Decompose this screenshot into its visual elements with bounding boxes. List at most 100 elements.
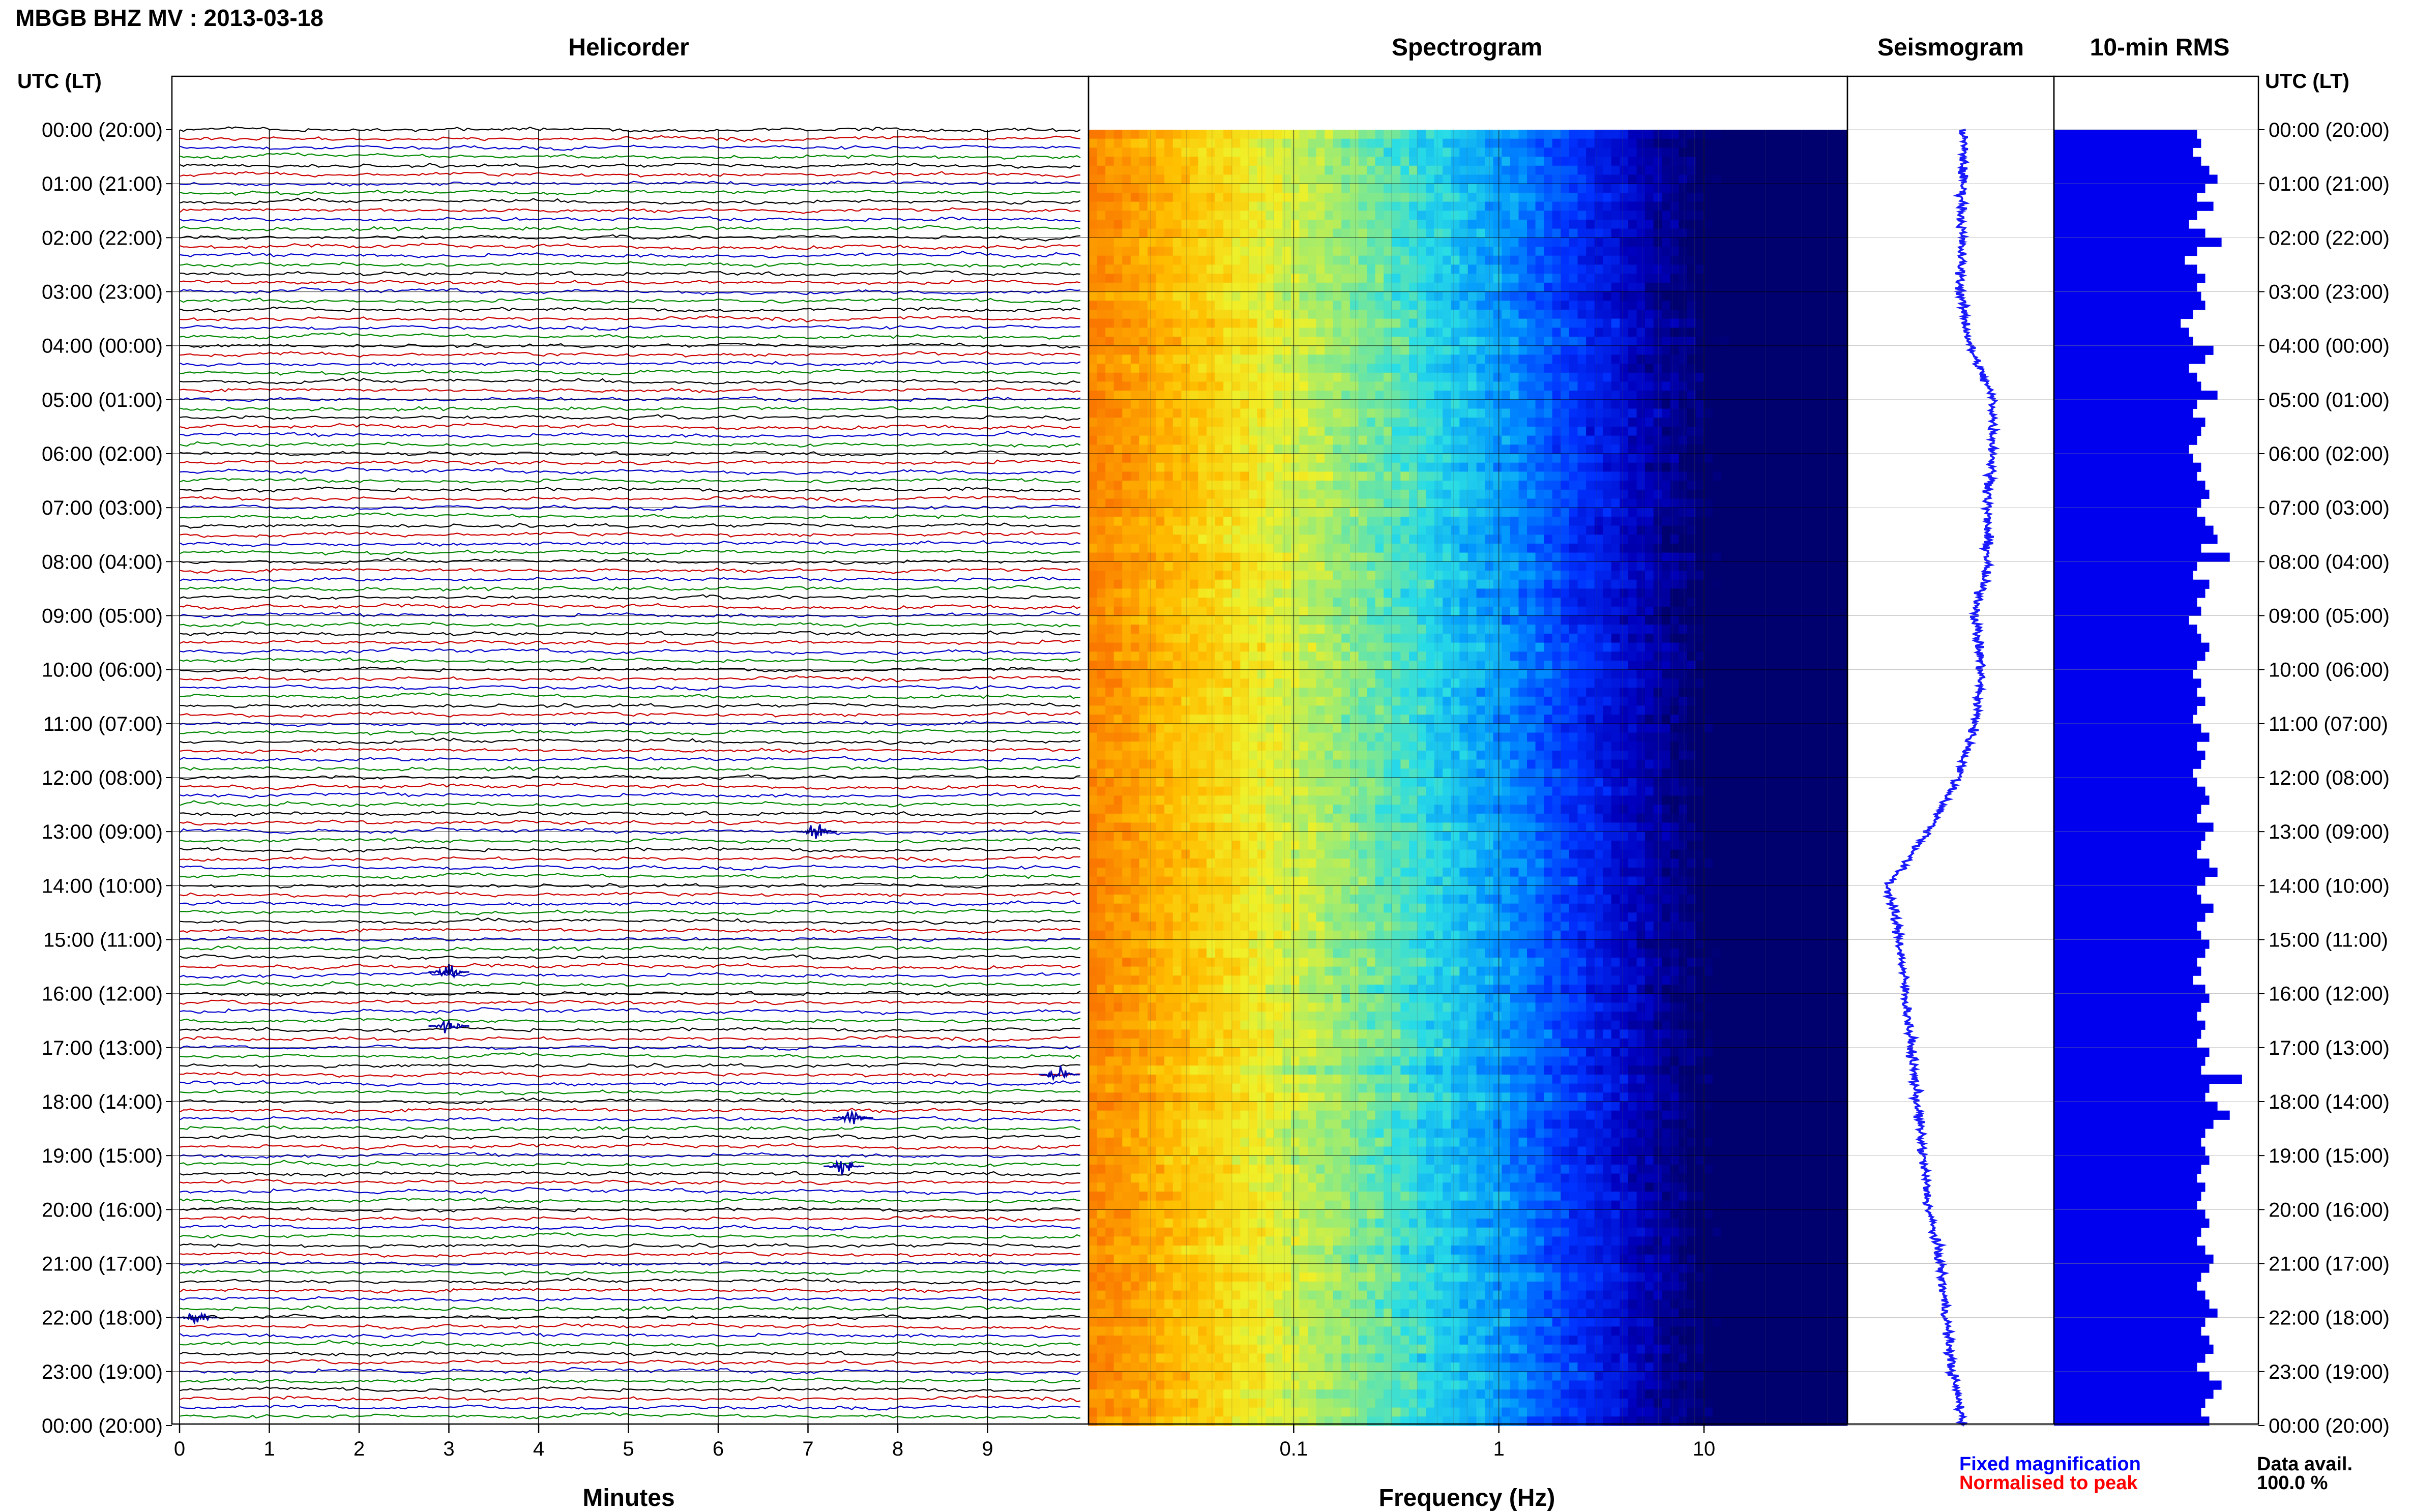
spectrogram-cell [1113, 561, 1123, 571]
spectrogram-cell [1552, 444, 1561, 454]
spectrogram-cell [1603, 426, 1612, 436]
spectrogram-cell [1594, 606, 1603, 616]
spectrogram-cell [1611, 364, 1620, 373]
spectrogram-cell [1729, 418, 1739, 427]
spectrogram-cell [1544, 435, 1553, 445]
spectrogram-cell [1198, 184, 1207, 193]
spectrogram-cell [1333, 157, 1342, 166]
spectrogram-cell [1299, 301, 1308, 310]
spectrogram-cell [1308, 372, 1317, 382]
spectrogram-cell [1139, 418, 1148, 427]
spectrogram-cell [1552, 147, 1561, 157]
spectrogram-cell [1316, 211, 1325, 220]
spectrogram-cell [1485, 328, 1494, 337]
spectrogram-cell [1409, 157, 1418, 166]
spectrogram-cell [1620, 399, 1629, 409]
spectrogram-cell [1561, 508, 1570, 517]
spectrogram-cell [1207, 471, 1216, 481]
spectrogram-cell [1493, 301, 1502, 310]
spectrogram-cell [1384, 498, 1393, 508]
spectrogram-cell [1375, 444, 1384, 454]
spectrogram-cell [1636, 238, 1645, 247]
spectrogram-cell [1670, 391, 1680, 400]
spectrogram-cell [1468, 391, 1477, 400]
spectrogram-cell [1426, 291, 1435, 301]
spectrogram-cell [1249, 184, 1258, 193]
spectrogram-cell [1763, 454, 1772, 463]
spectrogram-cell [1089, 552, 1098, 562]
spectrogram-cell [1771, 165, 1780, 175]
spectrogram-cell [1392, 462, 1401, 472]
spectrogram-cell [1215, 372, 1224, 382]
spectrogram-cell [1299, 481, 1308, 490]
spectrogram-cell [1274, 138, 1283, 148]
spectrogram-cell [1510, 535, 1519, 544]
spectrogram-cell [1139, 174, 1148, 184]
spectrogram-cell [1611, 381, 1620, 391]
spectrogram-cell [1577, 535, 1586, 544]
spectrogram-cell [1687, 481, 1696, 490]
spectrogram-cell [1148, 255, 1157, 265]
spectrogram-cell [1535, 345, 1544, 355]
spectrogram-cell [1839, 435, 1848, 445]
spectrogram-cell [1384, 354, 1393, 364]
spectrogram-cell [1746, 418, 1755, 427]
spectrogram-cell [1375, 615, 1384, 625]
spectrogram-cell [1375, 381, 1384, 391]
spectrogram-cell [1249, 157, 1258, 166]
spectrogram-cell [1797, 247, 1806, 256]
spectrogram-cell [1266, 138, 1275, 148]
spectrogram-cell [1729, 481, 1739, 490]
spectrogram-cell [1679, 247, 1688, 256]
spectrogram-cell [1502, 615, 1511, 625]
spectrogram-cell [1813, 418, 1822, 427]
spectrogram-cell [1561, 588, 1570, 598]
spectrogram-cell [1367, 571, 1376, 580]
spectrogram-cell [1594, 471, 1603, 481]
spectrogram-cell [1746, 309, 1755, 319]
spectrogram-cell [1308, 444, 1317, 454]
spectrogram-cell [1198, 418, 1207, 427]
spectrogram-cell [1266, 372, 1275, 382]
spectrogram-cell [1367, 264, 1376, 274]
spectrogram-cell [1207, 606, 1216, 616]
spectrogram-cell [1434, 247, 1443, 256]
spectrogram-cell [1535, 426, 1544, 436]
spectrogram-cell [1535, 228, 1544, 238]
spectrogram-cell [1156, 147, 1165, 157]
spectrogram-cell [1333, 625, 1342, 634]
spectrogram-cell [1156, 535, 1165, 544]
spectrogram-cell [1358, 165, 1367, 175]
spectrogram-cell [1443, 535, 1452, 544]
spectrogram-cell [1754, 354, 1763, 364]
spectrogram-cell [1443, 426, 1452, 436]
spectrogram-cell [1561, 147, 1570, 157]
spectrogram-cell [1459, 525, 1468, 535]
spectrogram-cell [1628, 345, 1637, 355]
spectrogram-cell [1780, 571, 1789, 580]
spectrogram-cell [1754, 138, 1763, 148]
spectrogram-cell [1527, 147, 1536, 157]
spectrogram-cell [1527, 264, 1536, 274]
spectrogram-cell [1510, 571, 1519, 580]
spectrogram-cell [1164, 228, 1173, 238]
spectrogram-cell [1164, 328, 1173, 337]
spectrogram-cell [1375, 535, 1384, 544]
spectrogram-cell [1788, 525, 1798, 535]
spectrogram-cell [1780, 192, 1789, 202]
spectrogram-cell [1746, 282, 1755, 292]
spectrogram-cell [1594, 561, 1603, 571]
spectrogram-cell [1611, 184, 1620, 193]
spectrogram-cell [1139, 454, 1148, 463]
spectrogram-cell [1223, 598, 1232, 607]
spectrogram-cell [1299, 157, 1308, 166]
spectrogram-cell [1113, 318, 1123, 328]
spectrogram-cell [1240, 471, 1249, 481]
spectrogram-cell [1215, 381, 1224, 391]
spectrogram-cell [1148, 579, 1157, 589]
spectrogram-cell [1148, 201, 1157, 211]
spectrogram-cell [1240, 219, 1249, 229]
spectrogram-cell [1830, 174, 1839, 184]
spectrogram-cell [1662, 588, 1671, 598]
spectrogram-cell [1392, 184, 1401, 193]
